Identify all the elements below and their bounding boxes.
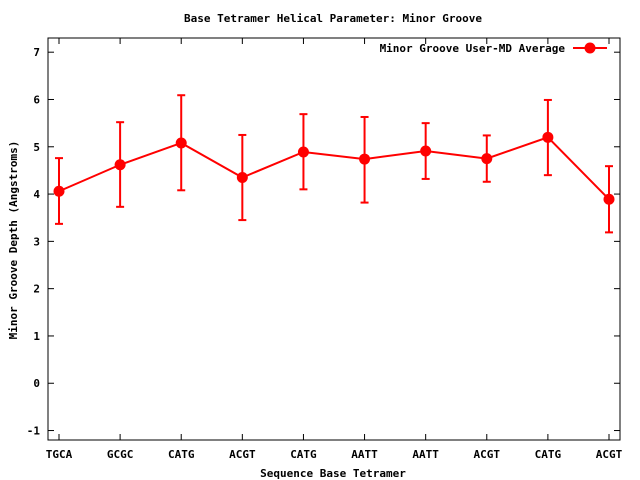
data-point [603, 193, 615, 205]
x-tick-label: AATT [351, 448, 378, 461]
y-tick-label: 6 [33, 93, 40, 106]
x-tick-label: ACGT [596, 448, 623, 461]
chart-title: Base Tetramer Helical Parameter: Minor G… [184, 12, 482, 25]
y-axis-label: Minor Groove Depth (Angstroms) [7, 141, 20, 340]
x-tick-label: CATG [290, 448, 317, 461]
axis-ticks: -1 0 1 2 3 4 5 6 7 TGCA GCGC CATG ACGT CATG AATT AATT AC… [27, 38, 623, 461]
y-tick-label: 7 [33, 46, 40, 59]
data-point [481, 153, 493, 165]
legend: Minor Groove User-MD Average [380, 42, 607, 55]
x-tick-label: TGCA [46, 448, 73, 461]
y-tick-label: 4 [33, 188, 40, 201]
y-tick-label: -1 [27, 425, 41, 438]
data-point [359, 153, 371, 165]
series-line [58, 136, 610, 200]
x-tick-label: AATT [412, 448, 439, 461]
x-tick-label: GCGC [107, 448, 134, 461]
x-tick-label: CATG [168, 448, 195, 461]
data-point [297, 146, 309, 158]
data-marks [53, 94, 615, 234]
data-point [542, 131, 554, 143]
y-tick-label: 2 [33, 283, 40, 296]
y-tick-label: 3 [33, 235, 40, 248]
plot-frame [47, 37, 621, 441]
data-point [236, 172, 248, 184]
data-point [53, 185, 65, 197]
y-tick-label: 1 [33, 330, 40, 343]
legend-label: Minor Groove User-MD Average [380, 42, 566, 55]
data-point [114, 159, 126, 171]
x-axis-label: Sequence Base Tetramer [260, 467, 406, 480]
data-point [175, 137, 187, 149]
y-tick-label: 5 [33, 141, 40, 154]
x-tick-label: ACGT [229, 448, 256, 461]
legend-marker [584, 42, 596, 54]
x-tick-label: ACGT [474, 448, 501, 461]
y-tick-label: 0 [33, 377, 40, 390]
data-point [420, 145, 432, 157]
x-tick-label: CATG [535, 448, 562, 461]
